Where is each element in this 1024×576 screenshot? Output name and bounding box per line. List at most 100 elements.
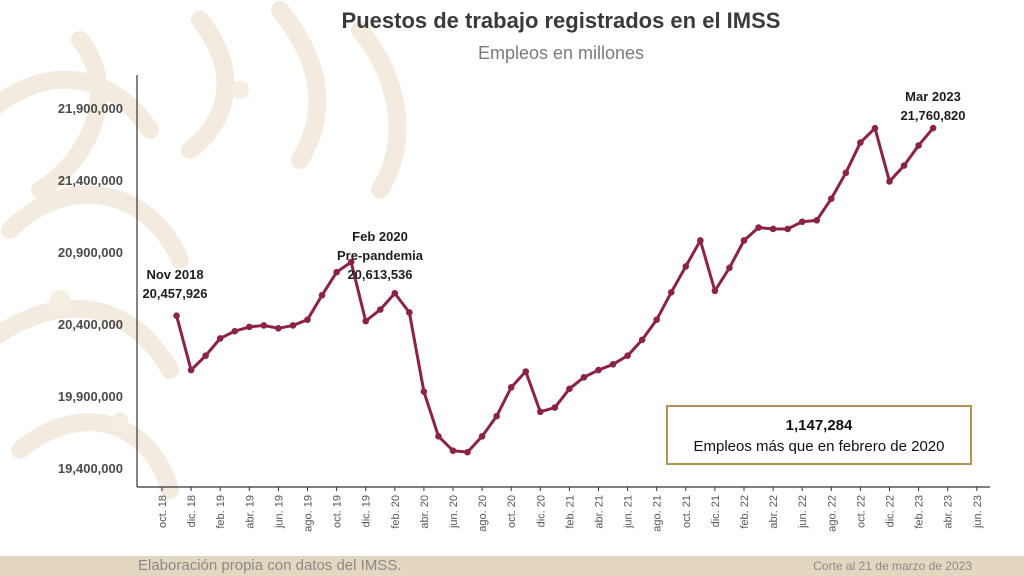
data-point xyxy=(420,388,428,395)
data-point xyxy=(784,225,791,233)
data-point xyxy=(289,322,297,329)
chart-axes xyxy=(136,75,990,488)
y-tick-labels: 19,400,000 19,900,000 20,400,000 20,900,000… xyxy=(58,101,123,476)
series-line xyxy=(175,126,935,454)
x-tick-label: jun. 19 xyxy=(273,495,285,529)
data-point xyxy=(667,289,675,296)
x-tick-label: abr. 20 xyxy=(419,495,431,529)
annotation-label: 20,613,536 xyxy=(347,267,412,282)
x-tick-label: oct. 21 xyxy=(681,495,693,528)
footer-band: Elaboración propia con datos del IMSS. C… xyxy=(0,556,1024,576)
x-tick-label: ago. 21 xyxy=(652,495,664,532)
x-tick-labels: oct. 18 dic. 18 feb. 19 abr. 19 jun. 19 ago. … xyxy=(157,487,984,532)
footer-cutoff: Corte al 21 de marzo de 2023 xyxy=(813,559,972,573)
data-point xyxy=(231,327,239,335)
data-point xyxy=(740,237,748,244)
x-tick-label: jun. 23 xyxy=(972,495,984,529)
y-tick-label: 21,900,000 xyxy=(58,101,123,116)
data-point xyxy=(391,289,399,297)
data-point xyxy=(915,142,922,149)
annotation-label: Mar 2023 xyxy=(905,89,961,104)
data-point xyxy=(566,385,573,393)
data-point xyxy=(333,268,340,276)
x-tick-label: dic. 20 xyxy=(535,495,547,527)
x-tick-label: jun. 22 xyxy=(797,495,809,529)
x-tick-label: dic. 21 xyxy=(710,495,722,527)
callout-value: 1,147,284 xyxy=(785,417,853,434)
data-point xyxy=(478,433,486,440)
x-tick-label: abr. 23 xyxy=(943,495,955,529)
data-point xyxy=(406,309,413,316)
annotation-label: Pre-pandemia xyxy=(337,248,424,263)
data-point xyxy=(202,352,209,359)
y-tick-label: 20,400,000 xyxy=(58,317,123,332)
data-point xyxy=(624,352,631,359)
annotation-label: 20,457,926 xyxy=(142,286,207,301)
data-point xyxy=(435,433,442,440)
y-tick-label: 20,900,000 xyxy=(58,245,123,260)
data-point xyxy=(362,317,370,325)
x-tick-label: oct. 22 xyxy=(855,495,867,528)
chart-title: Puestos de trabajo registrados en el IMS… xyxy=(341,8,781,33)
x-tick-label: ago. 22 xyxy=(826,495,838,532)
x-tick-label: oct. 19 xyxy=(332,495,344,528)
data-point xyxy=(173,312,180,319)
x-tick-label: feb. 21 xyxy=(564,495,576,529)
x-tick-label: feb. 22 xyxy=(739,495,751,529)
data-point xyxy=(376,306,384,313)
x-tick-label: jun. 21 xyxy=(623,495,635,529)
annotation-label: Nov 2018 xyxy=(146,267,203,282)
x-tick-label: jun. 20 xyxy=(448,495,460,529)
data-point xyxy=(304,316,311,323)
annotations: Nov 2018 20,457,926 Feb 2020 Pre-pandemia 20… xyxy=(142,89,965,301)
series-employment xyxy=(173,124,937,456)
data-point xyxy=(929,124,937,132)
x-tick-label: ago. 20 xyxy=(477,495,489,532)
data-point xyxy=(318,291,326,299)
annotation-label: 21,760,820 xyxy=(900,108,965,123)
data-point xyxy=(886,178,893,185)
data-point xyxy=(187,366,195,374)
callout-text: Empleos más que en febrero de 2020 xyxy=(693,438,945,455)
data-point xyxy=(537,408,544,416)
data-point xyxy=(260,322,268,329)
data-point xyxy=(697,237,704,244)
data-point xyxy=(609,361,617,368)
data-point xyxy=(813,217,821,224)
footer-source: Elaboración propia con datos del IMSS. xyxy=(138,557,402,574)
data-point xyxy=(449,447,457,455)
data-point xyxy=(857,139,864,146)
y-tick-label: 19,900,000 xyxy=(58,389,123,404)
x-tick-label: abr. 22 xyxy=(768,495,780,529)
data-point xyxy=(682,263,690,270)
data-point xyxy=(769,225,777,233)
y-tick-label: 21,400,000 xyxy=(58,173,123,188)
x-tick-label: oct. 18 xyxy=(157,495,169,528)
data-point xyxy=(726,264,733,272)
data-point xyxy=(871,124,879,132)
x-tick-label: feb. 20 xyxy=(390,495,402,529)
data-point xyxy=(246,323,253,331)
data-point xyxy=(275,325,282,332)
data-point xyxy=(464,448,471,456)
x-tick-label: oct. 20 xyxy=(506,495,518,528)
data-point xyxy=(493,412,500,420)
difference-callout: 1,147,284 Empleos más que en febrero de … xyxy=(666,405,972,465)
data-point xyxy=(522,368,530,375)
x-tick-label: abr. 21 xyxy=(594,495,606,529)
data-point xyxy=(507,384,515,391)
data-point xyxy=(755,224,762,231)
data-point xyxy=(842,169,850,177)
data-point xyxy=(711,287,719,295)
chart-subtitle: Empleos en millones xyxy=(477,43,645,63)
data-point xyxy=(653,316,660,323)
data-point xyxy=(551,404,559,411)
y-tick-label: 19,400,000 xyxy=(58,461,123,476)
x-tick-label: abr. 19 xyxy=(244,495,256,529)
x-tick-label: dic. 22 xyxy=(885,495,897,527)
data-point xyxy=(828,195,835,203)
data-point xyxy=(216,335,224,342)
data-point xyxy=(595,366,602,374)
